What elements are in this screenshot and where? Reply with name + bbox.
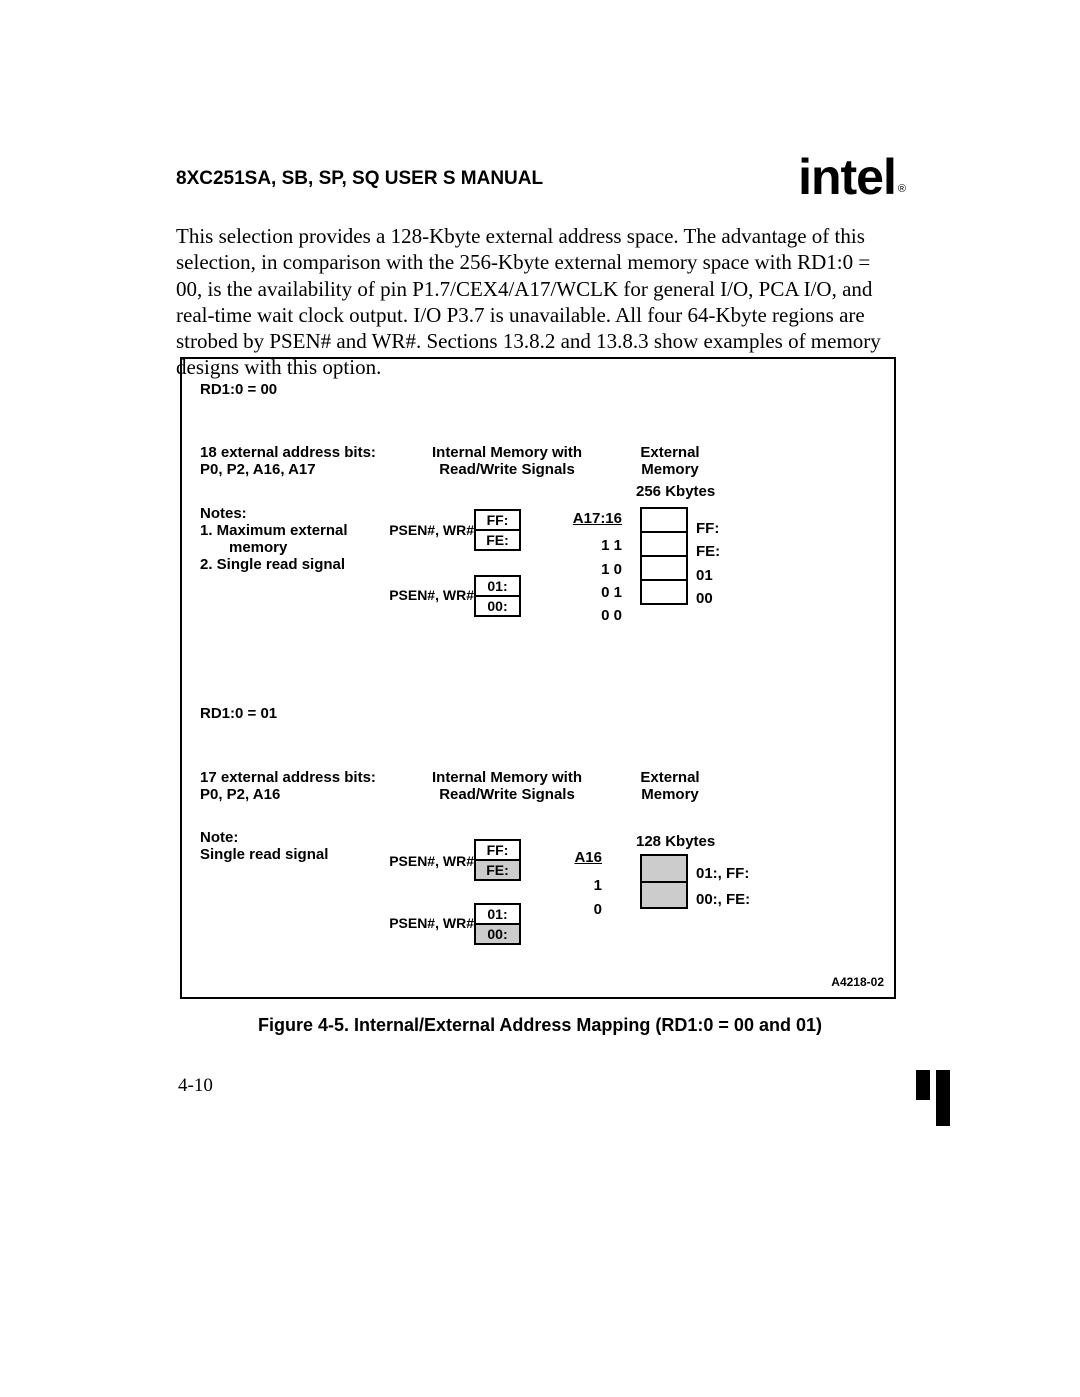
sec2-ext-lab0: 01:, FF: [696,861,776,887]
section1-header: RD1:0 = 00 [200,381,277,398]
sec2-ext-lab1: 00:, FE: [696,887,776,913]
sec1-ext-lab1: FE: [696,540,746,563]
sec1-addr-line2: P0, P2, A16, A17 [200,461,430,478]
sec2-addr-line1: 17 external address bits: [200,769,430,786]
page-number: 4-10 [178,1075,213,1097]
sec1-note1b: memory [229,539,420,556]
sec1-box-top: FF: FE: [474,509,521,551]
sec1-ext-size: 256 Kbytes [636,483,715,500]
sec2-box-top-b: FE: [476,859,519,879]
sec2-external-header-l2: Memory [630,786,710,803]
sec2-notes-title: Note: [200,829,420,846]
sec1-box-bot-b: 00: [476,595,519,615]
sec1-box-top-b: FE: [476,529,519,549]
page-bar-short [916,1070,930,1100]
sec2-ext-box [640,854,688,909]
sec1-external-header-l1: External [630,444,710,461]
sec1-ext-seg2 [642,555,686,579]
sec1-note2: 2. Single read signal [200,556,420,573]
sec2-internal-header-l2: Read/Write Signals [422,786,592,803]
sec1-addr-row1: 1 0 [572,558,622,581]
sec2-sig-top: PSEN#, WR# [389,853,474,869]
sec1-addr-row0: 1 1 [572,534,622,557]
section2-header: RD1:0 = 01 [200,705,277,722]
sec1-box-top-a: FF: [476,511,519,529]
figure-doc-id: A4218-02 [831,975,884,989]
sec1-addr-row3: 0 0 [572,604,622,627]
sec2-box-bot-a: 01: [476,905,519,923]
sec1-box-bot: 01: 00: [474,575,521,617]
sec1-ext-lab2: 01 [696,564,746,587]
intel-logo: intel® [798,148,903,206]
sec1-ext-seg1 [642,531,686,555]
sec2-external-header-l1: External [630,769,710,786]
sec2-addr-row1: 0 [572,898,602,922]
sec1-sig-bot: PSEN#, WR# [389,587,474,603]
intel-logo-text: intel [798,149,896,205]
sec1-ext-seg0 [642,509,686,531]
sec1-ext-box [640,507,688,605]
sec1-addr-row2: 0 1 [572,581,622,604]
sec2-ext-seg1 [642,881,686,908]
figure-caption: Figure 4-5. Internal/External Address Ma… [0,1015,1080,1036]
sec2-addr-hdr: A16 [572,846,602,870]
sec2-addr-row0: 1 [572,874,602,898]
sec2-box-bot-b: 00: [476,923,519,943]
sec1-box-bot-a: 01: [476,577,519,595]
sec1-internal-header-l1: Internal Memory with [422,444,592,461]
sec2-ext-size: 128 Kbytes [636,833,715,850]
sec1-sig-top: PSEN#, WR# [389,522,474,538]
registered-mark: ® [898,183,905,195]
sec1-ext-seg3 [642,579,686,603]
sec1-addr-hdr: A17:16 [572,507,622,530]
sec1-ext-lab3: 00 [696,587,746,610]
sec1-note1: 1. Maximum external [200,522,420,539]
sec2-internal-header-l1: Internal Memory with [422,769,592,786]
page-marker-bars [916,1070,950,1126]
sec2-sig-bot: PSEN#, WR# [389,915,474,931]
sec1-ext-lab0: FF: [696,517,746,540]
sec1-notes-title: Notes: [200,505,420,522]
page-bar-tall [936,1070,950,1126]
sec2-addr-line2: P0, P2, A16 [200,786,430,803]
sec1-external-header-l2: Memory [630,461,710,478]
sec2-box-bot: 01: 00: [474,903,521,945]
figure-frame: RD1:0 = 00 18 external address bits: P0,… [180,357,896,999]
sec2-note1: Single read signal [200,846,420,863]
sec2-ext-seg0 [642,856,686,881]
sec2-box-top-a: FF: [476,841,519,859]
sec2-box-top: FF: FE: [474,839,521,881]
sec1-addr-line1: 18 external address bits: [200,444,430,461]
sec1-internal-header-l2: Read/Write Signals [422,461,592,478]
manual-title: 8XC251SA, SB, SP, SQ USER S MANUAL [176,168,543,190]
